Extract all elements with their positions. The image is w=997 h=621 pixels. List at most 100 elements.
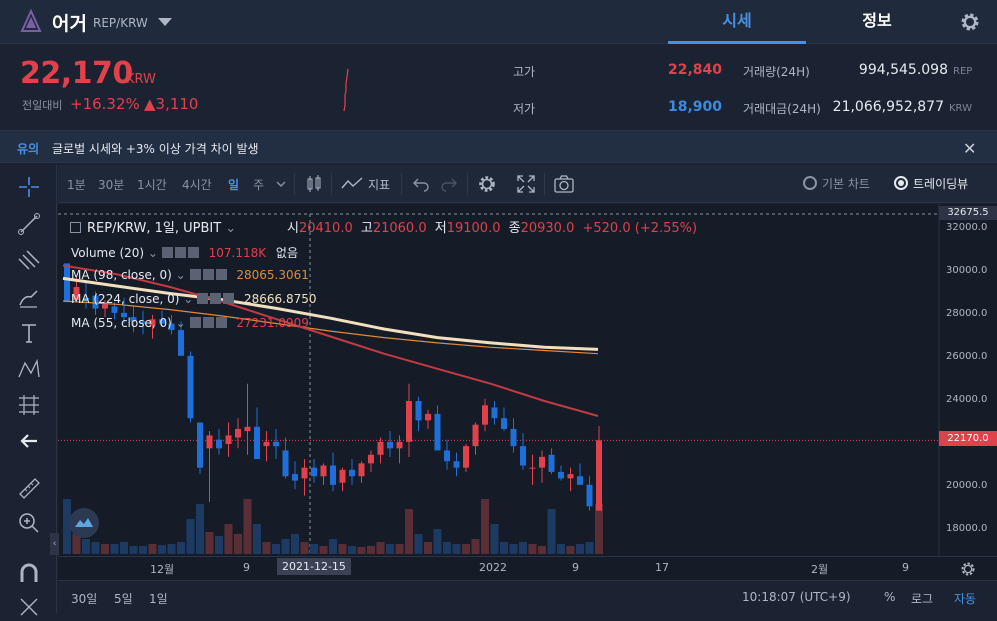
ruler-icon[interactable] — [15, 474, 43, 502]
percent-toggle[interactable]: % — [884, 590, 896, 604]
range-1d[interactable]: 1일 — [149, 592, 168, 606]
price-chart[interactable]: REP/KRW, 1일, UPBIT ⌄ 시20410.0 고21060.0 저… — [58, 204, 997, 613]
volume-bar — [310, 544, 318, 554]
candle-body — [425, 413, 431, 421]
candle-body — [178, 330, 184, 356]
collapse-icon[interactable] — [70, 222, 81, 233]
camera-icon[interactable] — [553, 173, 575, 195]
volume-bar — [234, 534, 242, 554]
axis-settings-icon[interactable] — [959, 560, 977, 578]
candle-body — [216, 439, 222, 449]
volume-bar — [338, 544, 347, 554]
candle-body — [254, 426, 260, 460]
volume-bar — [291, 534, 299, 554]
change-label: 전일대비 — [22, 99, 63, 112]
legend-ma55[interactable]: MA (55, close, 0) ⌄ 27231.0909 — [71, 316, 309, 330]
low-label: 저가 — [513, 102, 536, 116]
chevron-down-icon[interactable] — [274, 173, 288, 195]
tradingview-logo-icon[interactable] — [68, 507, 100, 539]
top-price-label: 32675.5 — [939, 206, 997, 220]
close-icon[interactable]: ✕ — [963, 139, 977, 158]
text-tool-icon[interactable] — [15, 319, 43, 347]
amount-label: 거래대금(24H) — [743, 102, 821, 116]
tradingview-label[interactable]: 트레이딩뷰 — [913, 177, 969, 191]
candle-body — [453, 461, 460, 468]
pattern-icon[interactable] — [15, 355, 43, 383]
timeframe-day[interactable]: 일 — [228, 178, 240, 192]
legend-ma98[interactable]: MA (98, close, 0) ⌄ 28065.3061 — [71, 268, 309, 282]
brush-icon[interactable] — [15, 283, 43, 311]
volume-bar — [63, 499, 71, 554]
timeframe-30m[interactable]: 30분 — [98, 178, 125, 192]
candle-body — [320, 465, 327, 477]
ohlc-open: 20410.0 — [298, 221, 353, 236]
timeframe-1h[interactable]: 1시간 — [137, 178, 167, 192]
volume-bar — [547, 509, 556, 554]
tradingview-radio[interactable] — [894, 176, 908, 190]
candle-body — [92, 295, 99, 309]
chart-canvas[interactable] — [58, 204, 997, 580]
indicator-icon[interactable] — [340, 173, 364, 195]
price-tick-label: 18000.0 — [946, 523, 988, 534]
undo-icon[interactable] — [410, 173, 432, 195]
crosshair-icon[interactable] — [15, 173, 43, 201]
sparkline — [343, 68, 349, 112]
volume-bar — [281, 539, 290, 554]
candle-body — [558, 471, 564, 479]
volume-bar — [509, 544, 518, 554]
timeframe-week[interactable]: 주 — [253, 178, 265, 192]
chart-symbol: REP/KRW, 1일, UPBIT — [87, 221, 222, 236]
tab-info[interactable]: 정보 — [862, 11, 892, 30]
remove-drawings-icon[interactable] — [15, 593, 43, 621]
candle-body — [102, 304, 108, 309]
volume-value: 994,545.098 — [858, 62, 948, 78]
tab-quote[interactable]: 시세 — [668, 0, 806, 44]
ma-line — [62, 300, 599, 355]
gear-icon[interactable] — [476, 173, 498, 195]
pair-label: REP/KRW — [93, 16, 148, 30]
candle-type-icon[interactable] — [303, 173, 325, 195]
pair-dropdown-icon[interactable] — [158, 18, 172, 26]
timeframe-4h[interactable]: 4시간 — [182, 178, 212, 192]
redo-icon[interactable] — [438, 173, 460, 195]
candle-body — [197, 422, 203, 468]
range-5d[interactable]: 5일 — [114, 592, 133, 606]
magnet-icon[interactable] — [15, 560, 43, 588]
volume-label: 거래량(24H) — [743, 65, 810, 79]
basic-chart-label[interactable]: 기본 차트 — [822, 177, 870, 191]
candle-body — [301, 467, 308, 479]
prediction-icon[interactable] — [15, 391, 43, 419]
candle-body — [548, 454, 555, 472]
range-30d[interactable]: 30일 — [71, 592, 98, 606]
volume-bar — [329, 539, 337, 554]
zoom-in-icon[interactable] — [15, 509, 43, 537]
gear-icon[interactable] — [958, 10, 982, 34]
volume-bar — [72, 534, 81, 554]
price-tick-label: 24000.0 — [946, 394, 988, 405]
collapse-toolbar-button[interactable]: ‹ — [50, 533, 59, 555]
indicators-button[interactable]: 지표 — [368, 178, 391, 192]
date-axis[interactable]: 12월 9 2021-12-15 2022 9 17 2월 9 — [58, 556, 997, 580]
basic-chart-radio[interactable] — [803, 176, 817, 190]
price-tick-label: 26000.0 — [946, 351, 988, 362]
chart-bottom-bar: 30일 5일 1일 10:18:07 (UTC+9) % 로그 자동 — [58, 580, 997, 613]
auto-toggle[interactable]: 자동 — [954, 592, 977, 606]
legend-volume[interactable]: Volume (20) ⌄ 107.118K 없음 — [71, 246, 299, 260]
legend-ma224[interactable]: MA (224, close, 0) ⌄ 28666.8750 — [71, 292, 317, 306]
back-arrow-icon[interactable] — [15, 427, 43, 455]
pitchfork-icon[interactable] — [15, 247, 43, 275]
volume-bar — [253, 524, 261, 554]
low-value: 18,900 — [667, 99, 722, 115]
volume-bar — [177, 542, 185, 554]
candle-body — [292, 474, 298, 481]
log-toggle[interactable]: 로그 — [911, 592, 934, 606]
volume-bar — [205, 532, 214, 554]
candle-body — [187, 355, 194, 419]
candle-body — [463, 446, 469, 468]
fullscreen-icon[interactable] — [515, 173, 537, 195]
volume-bar — [91, 542, 100, 554]
volume-bar — [528, 544, 537, 554]
amount-unit: KRW — [949, 103, 972, 114]
timeframe-1m[interactable]: 1분 — [67, 178, 86, 192]
trend-line-icon[interactable] — [15, 210, 43, 238]
